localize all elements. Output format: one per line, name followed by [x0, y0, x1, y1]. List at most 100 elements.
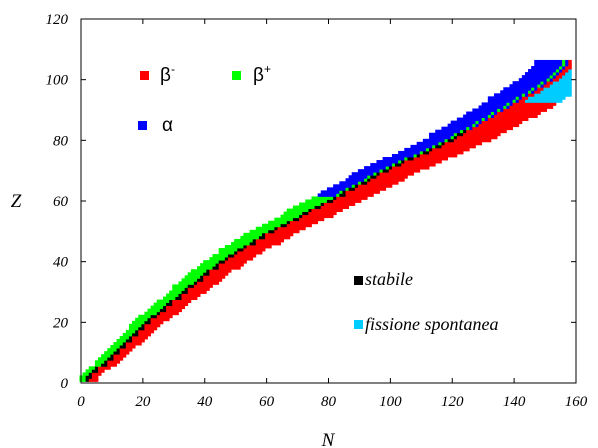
- nuclide-cell-beta-plus: [221, 257, 226, 261]
- nuclide-cell-alpha: [342, 181, 346, 185]
- nuclide-cell-beta-plus: [243, 238, 247, 243]
- nuclide-cell-beta-minus: [314, 208, 319, 213]
- nuclide-cell-beta-minus: [138, 335, 142, 340]
- nuclide-cell-beta-minus: [441, 157, 445, 161]
- nuclide-cell-beta-minus: [537, 87, 541, 91]
- nuclide-cell-beta-minus: [555, 75, 560, 79]
- nuclide-cell-beta-plus: [265, 226, 269, 231]
- nuclide-cell-beta-minus: [296, 223, 300, 228]
- nuclide-cell-alpha: [490, 114, 495, 118]
- nuclide-cell-beta-minus: [518, 99, 523, 103]
- nuclide-cell-beta-plus: [274, 220, 278, 225]
- nuclide-cell-beta-minus: [311, 217, 315, 222]
- nuclide-cell-alpha: [401, 150, 405, 155]
- nuclide-cell-beta-minus: [413, 169, 418, 173]
- nuclide-cell-beta-plus: [187, 281, 192, 285]
- nuclide-cell-fission: [558, 87, 563, 91]
- nuclide-cell-beta-minus: [388, 178, 393, 182]
- nuclide-cell-beta-minus: [175, 299, 179, 304]
- nuclide-cell-beta-plus: [119, 339, 124, 343]
- legend: β- β+ α stabile fissione spontanea: [138, 62, 499, 334]
- nuclide-cell-alpha: [546, 66, 551, 70]
- nuclide-cell-beta-minus: [444, 141, 449, 146]
- nuclide-cell-alpha: [422, 147, 427, 152]
- nuclide-cell-alpha: [395, 157, 399, 161]
- nuclide-cell-beta-minus: [484, 123, 489, 128]
- nuclide-cell-alpha: [487, 99, 492, 103]
- nuclide-cell-beta-minus: [367, 190, 371, 194]
- nuclide-cell-alpha: [490, 99, 495, 103]
- nuclide-cell-beta-plus: [184, 275, 189, 279]
- nuclide-cell-alpha: [506, 99, 510, 103]
- nuclide-cell-alpha: [549, 78, 554, 82]
- nuclide-cell-beta-minus: [475, 126, 479, 131]
- nuclide-cell-alpha: [330, 190, 334, 194]
- nuclide-cell-beta-minus: [101, 369, 105, 373]
- nuclide-cell-beta-plus: [212, 260, 216, 264]
- nuclide-cell-beta-minus: [277, 229, 281, 234]
- nuclide-cell-beta-minus: [336, 205, 340, 209]
- nuclide-cell-beta-minus: [432, 150, 436, 155]
- nuclide-cell-stable: [373, 175, 377, 179]
- nuclide-cell-beta-plus: [125, 329, 130, 334]
- nuclide-cell-beta-minus: [234, 254, 238, 258]
- nuclide-cell-beta-minus: [466, 135, 470, 140]
- nuclide-cell-stable: [416, 153, 421, 158]
- nuclide-cell-alpha: [333, 187, 337, 191]
- nuclide-cell-alpha: [326, 187, 331, 191]
- nuclide-cell-beta-minus: [376, 181, 380, 185]
- nuclide-cell-beta-minus: [459, 144, 464, 149]
- nuclide-cell-alpha: [552, 75, 557, 79]
- nuclide-cell-beta-minus: [438, 160, 442, 164]
- nuclide-cell-beta-plus: [379, 169, 384, 173]
- nuclide-cell-beta-minus: [494, 129, 498, 134]
- nuclide-cell-beta-minus: [88, 378, 93, 382]
- nuclide-cell-beta-minus: [447, 144, 452, 149]
- nuclide-cell-beta-plus: [481, 117, 486, 122]
- nuclide-cell-beta-minus: [212, 275, 216, 279]
- nuclide-cell-beta-plus: [243, 232, 247, 237]
- nuclide-cell-beta-minus: [459, 138, 464, 143]
- nuclide-cell-beta-minus: [227, 260, 232, 264]
- nuclide-cell-alpha: [509, 102, 513, 106]
- nuclide-cell-beta-minus: [268, 235, 272, 240]
- nuclide-cell-beta-plus: [98, 363, 102, 367]
- legend-label-fission: fissione spontanea: [365, 314, 499, 334]
- nuclide-cell-beta-minus: [150, 317, 155, 322]
- nuclide-cell-beta-minus: [528, 102, 532, 106]
- nuclide-cell-alpha: [509, 90, 513, 94]
- nuclide-cell-beta-minus: [509, 120, 513, 125]
- nuclide-cell-stable: [94, 366, 99, 370]
- nuclide-cell-alpha: [497, 105, 501, 109]
- nuclide-cell-alpha: [528, 75, 532, 79]
- nuclide-cell-beta-plus: [240, 244, 244, 249]
- nuclide-cell-alpha: [435, 129, 439, 134]
- nuclide-cell-beta-minus: [407, 172, 411, 176]
- nuclide-cell-beta-plus: [314, 199, 319, 203]
- nuclide-cell-alpha: [459, 123, 464, 128]
- nuclide-cell-beta-plus: [252, 229, 257, 234]
- nuclide-cell-alpha: [475, 111, 479, 115]
- nuclide-cell-beta-minus: [243, 254, 247, 258]
- nuclide-cell-beta-minus: [277, 241, 281, 246]
- nuclide-cell-fission: [543, 99, 548, 103]
- nuclide-cell-beta-minus: [144, 323, 148, 328]
- nuclide-cell-beta-plus: [116, 342, 121, 346]
- nuclide-cell-beta-plus: [169, 290, 173, 294]
- nuclide-cell-beta-plus: [190, 269, 195, 273]
- nuclide-cell-beta-plus: [190, 281, 195, 285]
- nuclide-cell-alpha: [543, 66, 548, 70]
- nuclide-cell-beta-plus: [107, 351, 111, 355]
- nuclide-cell-alpha: [348, 181, 353, 185]
- nuclide-cell-alpha: [336, 184, 340, 188]
- nuclide-cell-beta-plus: [531, 87, 535, 91]
- nuclide-cell-beta-minus: [147, 332, 152, 337]
- nuclide-cell-alpha: [512, 87, 517, 91]
- nuclide-cell-beta-minus: [135, 335, 139, 340]
- nuclide-cell-fission: [552, 90, 557, 94]
- nuclide-cell-alpha: [481, 114, 486, 118]
- nuclide-cell-beta-plus: [237, 244, 241, 249]
- nuclide-cell-beta-minus: [543, 108, 548, 112]
- nuclide-cell-stable: [261, 232, 266, 237]
- nuclide-cell-beta-minus: [215, 281, 220, 285]
